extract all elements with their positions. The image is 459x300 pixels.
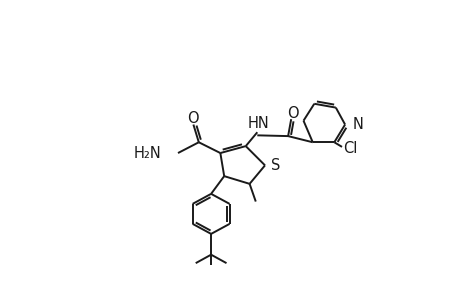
Text: Cl: Cl	[343, 141, 357, 156]
Text: O: O	[286, 106, 298, 121]
Text: S: S	[271, 158, 280, 173]
Text: HN: HN	[246, 116, 269, 131]
Text: O: O	[187, 111, 199, 126]
Text: H₂N: H₂N	[133, 146, 161, 160]
Text: N: N	[352, 117, 363, 132]
